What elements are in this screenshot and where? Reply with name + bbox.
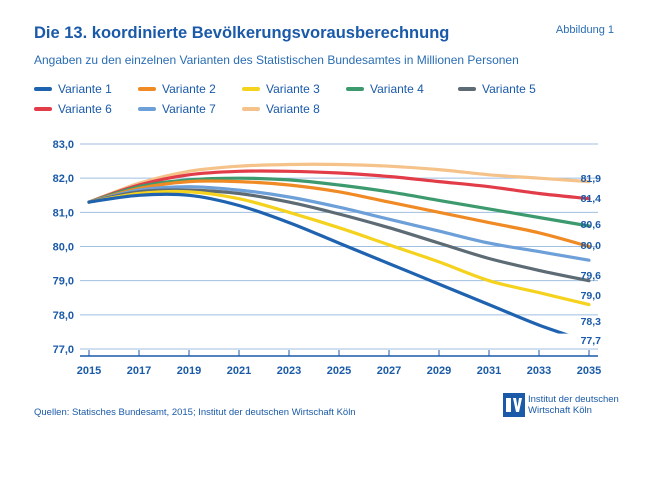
x-tick-label: 2021 [227, 365, 251, 377]
x-tick-label: 2025 [327, 365, 351, 377]
y-tick-label: 83,0 [53, 139, 74, 151]
logo-line-2: Wirtschaft Köln [528, 405, 592, 416]
end-value-label: 78,3 [581, 316, 602, 328]
legend-item: Variante 8 [242, 102, 320, 116]
y-tick-label: 81,0 [53, 207, 74, 219]
end-value-label: 77,7 [581, 335, 602, 347]
x-tick-label: 2023 [277, 365, 301, 377]
x-tick-label: 2017 [127, 365, 151, 377]
logo-text: Institut der deutschen Wirtschaft Köln [528, 394, 619, 416]
x-tick-label: 2035 [577, 365, 601, 377]
legend-swatch [458, 87, 476, 91]
legend-label: Variante 1 [58, 82, 112, 96]
legend-swatch [34, 107, 52, 111]
series-line [87, 162, 591, 204]
chart-subtitle: Angaben zu den einzelnen Varianten des S… [34, 53, 519, 67]
x-tick-label: 2033 [527, 365, 551, 377]
series-line [87, 188, 591, 283]
series-line [87, 189, 591, 307]
end-value-label: 79,0 [581, 290, 602, 302]
x-tick-label: 2019 [177, 365, 201, 377]
legend-item: Variante 7 [138, 102, 216, 116]
legend-label: Variante 3 [266, 82, 320, 96]
legend-label: Variante 8 [266, 102, 320, 116]
end-value-label: 80,6 [581, 219, 602, 231]
x-tick-label: 2029 [427, 365, 451, 377]
legend-label: Variante 6 [58, 102, 112, 116]
legend-item: Variante 4 [346, 82, 424, 96]
legend-label: Variante 4 [370, 82, 424, 96]
legend-swatch [138, 107, 156, 111]
iw-logo: Institut der deutschen Wirtschaft Köln [503, 393, 619, 417]
legend-swatch [242, 107, 260, 111]
series-line [87, 185, 591, 262]
figure-label: Abbildung 1 [555, 24, 614, 36]
end-value-label: 79,6 [581, 270, 602, 282]
end-value-label: 80,0 [581, 240, 602, 252]
y-tick-label: 82,0 [53, 173, 74, 185]
end-value-label: 81,9 [581, 173, 602, 185]
x-tick-label: 2031 [477, 365, 501, 377]
legend-item: Variante 2 [138, 82, 216, 96]
x-tick-label: 2027 [377, 365, 401, 377]
legend-label: Variante 5 [482, 82, 536, 96]
iw-logo-icon [503, 393, 525, 417]
y-tick-label: 78,0 [53, 310, 74, 322]
legend-label: Variante 2 [162, 82, 216, 96]
y-tick-label: 77,0 [53, 344, 74, 356]
y-tick-label: 80,0 [53, 242, 74, 254]
series-line [87, 169, 591, 204]
legend-swatch [34, 87, 52, 91]
legend-swatch [242, 87, 260, 91]
legend-item: Variante 6 [34, 102, 112, 116]
chart-title: Die 13. koordinierte Bevölkerungsvorausb… [34, 24, 450, 42]
legend-swatch [346, 87, 364, 91]
source-note: Quellen: Statisches Bundesamt, 2015; Ins… [34, 407, 356, 418]
legend-item: Variante 5 [458, 82, 536, 96]
x-tick-label: 2015 [77, 365, 101, 377]
series-line [87, 176, 591, 228]
legend-item: Variante 1 [34, 82, 112, 96]
logo-line-1: Institut der deutschen [528, 394, 619, 405]
y-tick-label: 79,0 [53, 276, 74, 288]
end-value-label: 81,4 [581, 193, 602, 205]
legend-swatch [138, 87, 156, 91]
legend-item: Variante 3 [242, 82, 320, 96]
legend-label: Variante 7 [162, 102, 216, 116]
series-line [87, 179, 591, 249]
series-line [87, 192, 569, 334]
